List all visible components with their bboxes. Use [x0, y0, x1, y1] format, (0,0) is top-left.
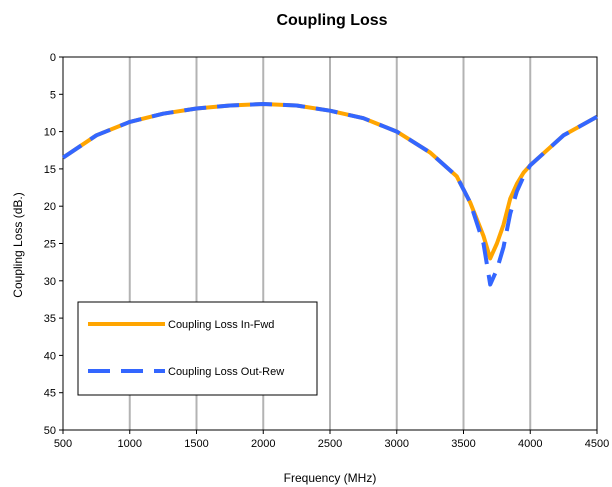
x-tick-label: 3500 — [451, 438, 475, 450]
y-axis-label: Coupling Loss (dB.) — [11, 192, 25, 297]
y-tick-label: 5 — [50, 89, 56, 101]
y-tick-label: 20 — [44, 201, 56, 213]
chart-title: Coupling Loss — [276, 12, 387, 29]
x-tick-label: 3000 — [385, 438, 409, 450]
grid-layer — [128, 57, 532, 430]
series-line-1 — [61, 102, 598, 287]
y-tick-label: 45 — [44, 388, 56, 400]
y-tick-label: 35 — [44, 313, 56, 325]
x-tick-label: 1000 — [118, 438, 142, 450]
y-tick-label: 0 — [50, 52, 56, 64]
y-tick-label: 40 — [44, 350, 56, 362]
y-tick-label: 25 — [44, 239, 56, 251]
legend-label-out-rew: Coupling Loss Out-Rew — [168, 366, 284, 378]
x-tick-label: 500 — [54, 438, 72, 450]
x-tick-label: 2500 — [318, 438, 342, 450]
legend-box — [77, 301, 318, 396]
legend-label-in-fwd: Coupling Loss In-Fwd — [168, 319, 274, 331]
x-tick-label: 1500 — [184, 438, 208, 450]
x-axis-label: Frequency (MHz) — [284, 471, 377, 485]
y-tick-label: 15 — [44, 164, 56, 176]
x-tick-label: 4000 — [518, 438, 542, 450]
tick-layer: 500 1000 1500 2000 2500 3000 3500 4000 4500 0 5 10 1… — [44, 52, 609, 450]
y-tick-label: 50 — [44, 425, 56, 437]
x-tick-label: 2000 — [251, 438, 275, 450]
legend: Coupling Loss In-Fwd Coupling Loss Out-R… — [77, 301, 318, 396]
y-tick-label: 10 — [44, 127, 56, 139]
series-layer — [61, 102, 598, 287]
y-tick-label: 30 — [44, 276, 56, 288]
x-tick-label: 4500 — [585, 438, 609, 450]
